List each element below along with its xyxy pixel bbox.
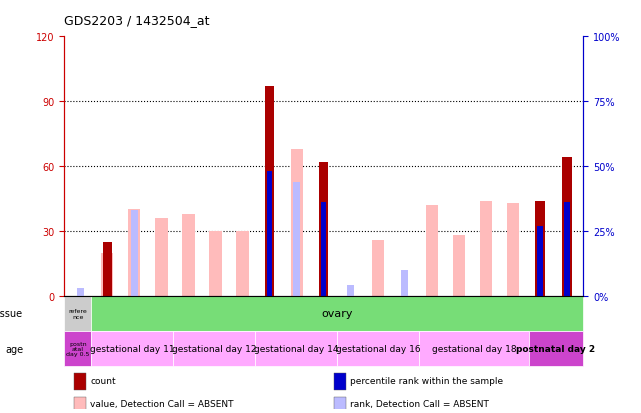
Bar [563,203,570,296]
Bar [74,374,86,390]
Text: gestational day 18: gestational day 18 [431,344,516,353]
Bar [294,182,300,296]
Bar [64,296,92,331]
Text: value, Detection Call = ABSENT: value, Detection Call = ABSENT [90,399,233,408]
Bar [426,205,438,296]
Bar [174,331,255,366]
Bar [321,203,326,296]
Bar [155,218,167,296]
Bar [64,331,92,366]
Text: percentile rank within the sample: percentile rank within the sample [350,376,503,385]
Bar [103,242,112,296]
Bar [183,214,195,296]
Bar [128,210,140,296]
Bar [74,397,86,413]
Bar [265,87,274,296]
Text: GDS2203 / 1432504_at: GDS2203 / 1432504_at [64,14,210,27]
Text: refere
nce: refere nce [69,309,87,319]
Bar [562,158,572,296]
Text: gestational day 12: gestational day 12 [172,344,256,353]
Bar [334,397,345,413]
Text: ovary: ovary [322,309,353,318]
Bar [92,331,174,366]
Bar [334,374,345,390]
Bar [337,331,419,366]
Text: count: count [90,376,115,385]
Bar [77,288,84,296]
Bar [237,231,249,296]
Bar [255,331,337,366]
Bar [101,253,113,296]
Bar [564,203,570,296]
Text: tissue: tissue [0,309,23,318]
Text: gestational day 11: gestational day 11 [90,344,175,353]
Bar [537,226,543,296]
Bar [529,331,583,366]
Bar [290,150,303,296]
Text: postn
atal
day 0.5: postn atal day 0.5 [66,341,90,356]
Text: rank, Detection Call = ABSENT: rank, Detection Call = ABSENT [350,399,488,408]
Text: age: age [5,344,23,354]
Bar [535,201,545,296]
Bar [131,211,138,296]
Text: postnatal day 2: postnatal day 2 [517,344,595,353]
Bar [453,236,465,296]
Bar [507,203,519,296]
Bar [419,331,529,366]
Bar [480,201,492,296]
Text: gestational day 14: gestational day 14 [254,344,338,353]
Bar [267,172,272,296]
Bar [401,270,408,296]
Bar [210,231,222,296]
Bar [347,286,354,296]
Bar [319,162,328,296]
Bar [372,240,384,296]
Text: gestational day 16: gestational day 16 [336,344,420,353]
